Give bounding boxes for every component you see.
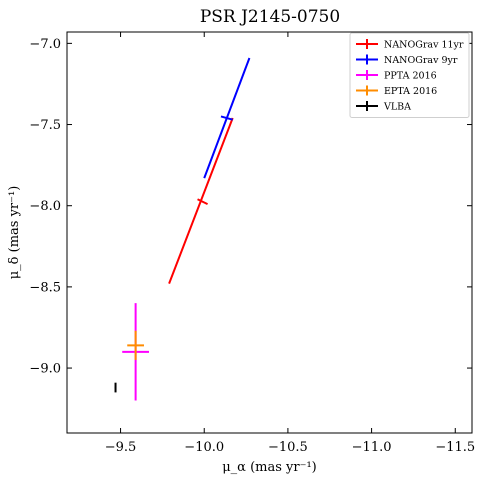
x-tick-label: −11.5 [435,440,475,455]
plot-frame [66,31,473,434]
legend-label: PPTA 2016 [384,71,437,82]
x-tick-label: −9.5 [105,440,137,455]
chart-title: PSR J2145-0750 [200,7,340,27]
x-tick-label: −11.0 [352,440,392,455]
x-axis-label: μ_α (mas yr⁻¹) [222,460,317,475]
legend-box [349,32,470,118]
legend-label: NANOGrav 11yr [384,40,464,51]
error-bar-x [220,115,233,121]
y-tick-label: −9.0 [29,362,61,377]
legend-item: EPTA 2016 [356,85,437,97]
y-tick-label: −8.0 [29,199,61,214]
series-vlba [114,382,117,393]
legend-label: VLBA [383,102,411,113]
legend-item: NANOGrav 11yr [356,39,464,51]
legend-item: PPTA 2016 [356,70,437,82]
axis-ticks: −9.5 −10.0 −10.5 −11.0 −11.5 −9.0 −8.5 −8.0 −7.5… [29,32,475,455]
series-nanograv-9yr [203,57,251,179]
x-tick-label: −10.5 [268,440,308,455]
error-bar-x [197,198,209,205]
legend: NANOGrav 11yr NANOGrav 9yr PPTA 2016 EPTA 2… [349,32,470,118]
series-nanograv-11yr [168,117,234,284]
legend-label: NANOGrav 9yr [384,55,458,66]
y-tick-label: −8.5 [29,280,61,295]
legend-item: NANOGrav 9yr [356,54,458,66]
series-epta-2016 [127,330,144,360]
x-tick-label: −10.0 [184,440,224,455]
y-tick-label: −7.5 [29,118,61,133]
y-tick-label: −7.0 [29,37,61,52]
y-axis-label: μ_δ (mas yr⁻¹) [7,186,22,280]
data-marks [114,57,251,401]
legend-label: EPTA 2016 [384,86,437,97]
legend-item: VLBA [356,101,411,113]
